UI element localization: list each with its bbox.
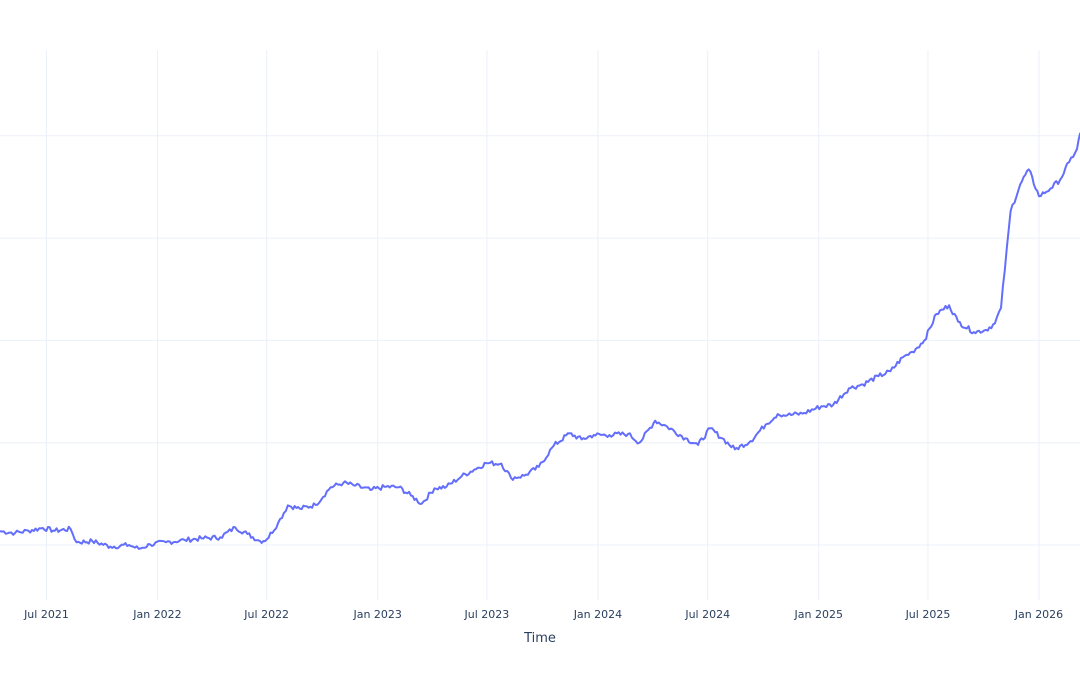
x-tick-label: Jul 2023 bbox=[464, 608, 510, 621]
series-line bbox=[0, 132, 1080, 550]
x-tick-label: Jul 2025 bbox=[905, 608, 951, 621]
x-tick-label: Jan 2022 bbox=[132, 608, 181, 621]
x-gridlines bbox=[45, 50, 1040, 600]
x-tick-label: Jan 2023 bbox=[352, 608, 401, 621]
x-tick-label: Jul 2021 bbox=[23, 608, 69, 621]
x-tick-label: Jul 2024 bbox=[684, 608, 730, 621]
x-tick-label: Jul 2022 bbox=[243, 608, 289, 621]
y-gridlines bbox=[0, 135, 1080, 546]
x-tick-label: Jan 2025 bbox=[794, 608, 843, 621]
x-axis-title: Time bbox=[523, 631, 556, 646]
series-layer bbox=[0, 132, 1080, 550]
x-tick-label: Jan 2026 bbox=[1014, 608, 1063, 621]
x-tick-label: Jan 2024 bbox=[573, 608, 622, 621]
x-tick-labels: Jul 2021 Jan 2022 Jul 2022 Jan 2023 Jul 2023… bbox=[23, 608, 1063, 621]
